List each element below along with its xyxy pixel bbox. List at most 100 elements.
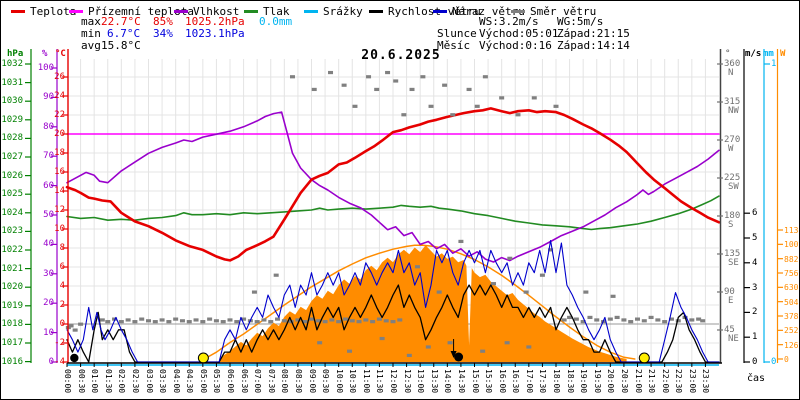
radiation-tick-label: 0 (784, 355, 789, 364)
wind-direction-point (366, 75, 372, 79)
temperature-tick-label: 6 (59, 262, 65, 272)
temperature-tick-label: 24 (54, 91, 65, 101)
wind-direction-point (352, 104, 358, 108)
stat-min-pressure: 1023.1hPa (185, 27, 245, 40)
wind-direction-point (436, 290, 442, 294)
time-tick-label: 06:00 (226, 369, 235, 394)
direction-name-label: SE (728, 257, 739, 268)
wind-direction-point (139, 317, 145, 321)
chart-title: 20.6.2025 (361, 48, 441, 63)
time-tick-label: 18:30 (565, 369, 575, 394)
wind-direction-point (349, 319, 355, 323)
temperature-tick-label: 0 (59, 319, 65, 329)
time-tick-label: 08:00 (280, 369, 290, 394)
humidity-tick-label: 40 (43, 239, 54, 250)
temperature-tick-label: 22 (54, 110, 65, 120)
wind-direction-point (587, 315, 593, 320)
wind-direction-point (315, 319, 321, 323)
axis-header-percent: % (42, 49, 48, 59)
wind-direction-point (614, 315, 620, 320)
time-tick-label: 18:00 (552, 369, 561, 394)
humidity-tick-label: 10 (43, 327, 54, 338)
pressure-tick-label: 1022 (1, 245, 23, 255)
wind-direction-point (635, 317, 640, 321)
wind-direction-point (675, 319, 681, 323)
time-tick-label: 02:00 (117, 369, 127, 394)
moonrise-marker (70, 353, 79, 363)
time-tick-label: 01:00 (90, 369, 100, 394)
wind-tick-label: 0 (752, 357, 758, 367)
legend-label: Tlak (263, 5, 290, 18)
wind-direction-point (311, 87, 317, 92)
wind-tick-label: 3 (752, 282, 758, 293)
time-tick-label: 07:00 (253, 369, 263, 394)
stat-avg-temp: 15.8°C (101, 39, 141, 52)
moonset-marker (454, 352, 464, 362)
rain-tick-label: 0 (771, 357, 777, 367)
wind-direction-point (78, 322, 84, 326)
axis-header-degrees: ° (725, 49, 731, 59)
time-tick-label: 09:00 (307, 369, 317, 394)
time-tick-label: 03:30 (158, 369, 168, 394)
pressure-tick-label: 1016 (1, 356, 23, 367)
wind-direction-point (553, 104, 559, 108)
time-tick-label: 12:00 (389, 369, 398, 394)
radiation-tick-label: 1134 (784, 226, 799, 235)
stat-wind-speed: WS:3.2m/s (479, 15, 539, 28)
wind-direction-point (523, 290, 529, 294)
wind-direction-point (409, 87, 415, 92)
time-tick-label: 09:30 (321, 369, 331, 394)
wind-direction-point (251, 290, 257, 294)
wind-direction-point (383, 319, 389, 323)
stat-moonrise: Východ:0:16 (479, 39, 552, 52)
wind-direction-point (105, 320, 111, 324)
wind-direction-point (607, 317, 613, 321)
wind-direction-point (200, 320, 206, 324)
wind-direction-point (328, 70, 334, 75)
legend-swatch-icon (174, 10, 188, 13)
humidity-tick-label: 70 (43, 151, 54, 162)
direction-name-label: SW (728, 181, 739, 192)
humidity-tick-label: 0 (48, 357, 54, 367)
stat-rain-total: 0.0mm (259, 15, 293, 28)
wind-direction-point (406, 353, 412, 358)
temperature-tick-label: 10 (54, 224, 65, 234)
time-tick-label: 06:30 (239, 369, 249, 394)
wind-direction-point (234, 320, 240, 324)
wind-direction-point (329, 318, 335, 322)
wind-direction-point (594, 318, 600, 322)
direction-tick-label: 180 (724, 210, 741, 221)
wind-tick-label: 5 (752, 233, 758, 243)
wind-direction-point (385, 70, 391, 75)
time-tick-label: 00:00 (63, 369, 72, 394)
temperature-tick-label: -2 (54, 338, 65, 348)
wind-direction-point (447, 341, 453, 345)
wind-gust-line (66, 239, 720, 363)
legend-label: Směr větru (530, 5, 597, 18)
wind-direction-point (641, 319, 647, 323)
radiation-tick-label: 504 (784, 297, 799, 307)
time-tick-label: 20:00 (606, 369, 616, 394)
temperature-tick-label: 20 (54, 129, 65, 139)
pressure-tick-label: 1032 (1, 59, 23, 69)
time-tick-label: 15:00 (470, 369, 480, 394)
legend-item-4: Tlak (244, 6, 290, 17)
humidity-tick-label: 20 (43, 298, 54, 309)
solar-theoretical-line (203, 244, 636, 360)
legend-swatch-icon (244, 10, 258, 13)
pressure-tick-label: 1028 (1, 133, 23, 144)
time-tick-label: 21:00 (633, 369, 643, 394)
time-tick-label: 16:30 (511, 369, 521, 394)
humidity-line (66, 111, 720, 263)
wind-direction-point (268, 320, 274, 324)
stat-sunrise: Východ:05:01 (479, 27, 559, 40)
humidity-tick-label: 60 (43, 180, 54, 191)
wind-direction-point (118, 320, 124, 324)
pressure-tick-label: 1027 (1, 152, 23, 162)
legend-item-7: Náraz větru (433, 6, 525, 17)
pressure-tick-label: 1024 (1, 207, 23, 218)
temperature-tick-label: 18 (54, 148, 65, 158)
time-tick-label: 22:30 (674, 369, 684, 394)
